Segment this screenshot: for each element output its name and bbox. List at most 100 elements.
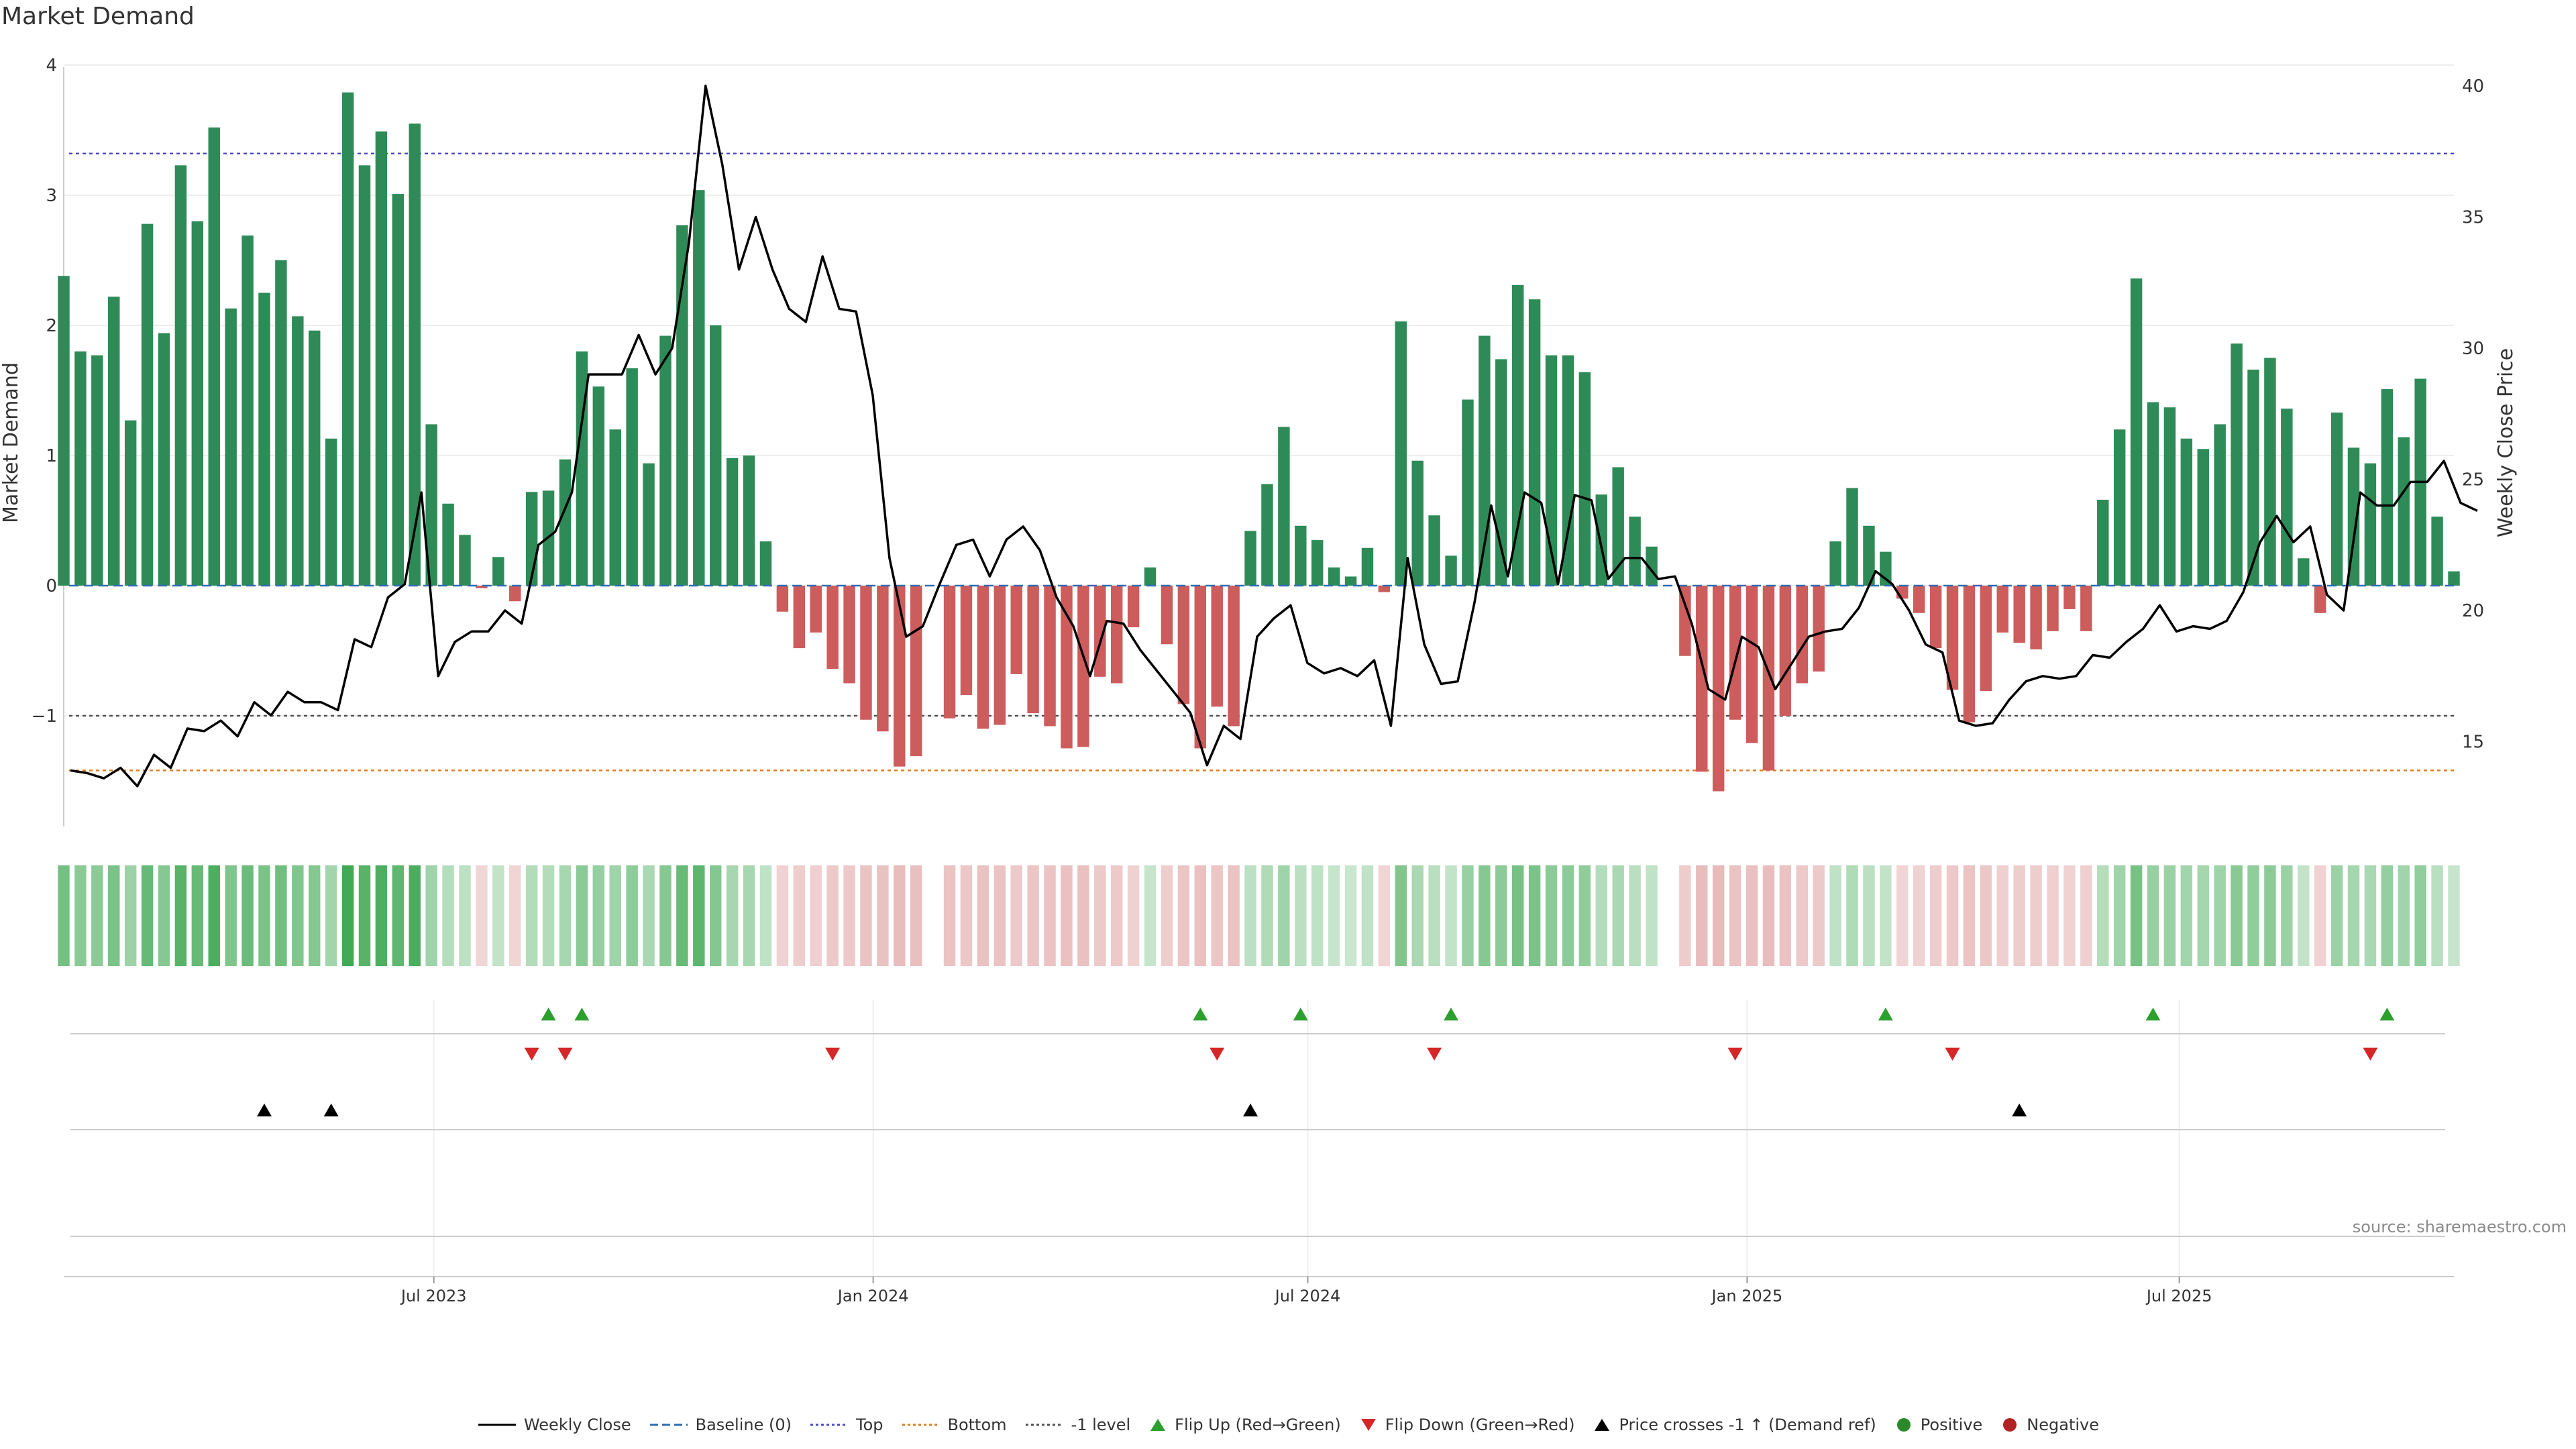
heat-cell	[1712, 865, 1725, 966]
demand-bar-positive	[208, 127, 220, 586]
legend-symbol	[902, 1424, 940, 1426]
legend-symbol	[810, 1424, 848, 1426]
heat-cell	[2381, 865, 2394, 966]
demand-bar-positive	[1612, 467, 1624, 586]
demand-bar-negative	[877, 586, 889, 732]
demand-bar-negative	[2030, 586, 2042, 650]
heat-cell	[292, 865, 304, 966]
demand-bar-negative	[2314, 586, 2326, 613]
heat-cell	[1295, 865, 1307, 966]
demand-bar-positive	[459, 535, 471, 586]
y2-axis-title: Weekly Close Price	[2494, 348, 2518, 537]
heat-cell	[894, 865, 906, 966]
demand-bar-negative	[910, 586, 922, 757]
heat-cell	[1044, 865, 1056, 966]
y2-tick-label: 30	[2462, 339, 2484, 359]
heat-cell	[793, 865, 806, 966]
demand-bar-positive	[1545, 355, 1558, 586]
demand-bar-positive	[225, 308, 237, 586]
heat-cell	[1679, 865, 1691, 966]
demand-bar-positive	[409, 123, 421, 586]
demand-bar-negative	[810, 586, 822, 633]
demand-bar-positive	[2381, 389, 2394, 586]
demand-bar-negative	[1696, 586, 1708, 772]
chart-title: Market Demand	[1, 3, 195, 30]
heat-cell	[1010, 865, 1022, 966]
heat-cell	[459, 865, 471, 966]
flip-up-marker	[2145, 1008, 2161, 1021]
heat-cell	[309, 865, 321, 966]
heat-cell	[2063, 865, 2076, 966]
demand-bar-negative	[826, 586, 839, 669]
demand-bar-positive	[2264, 358, 2276, 586]
legend-label: Bottom	[947, 1415, 1007, 1434]
heat-cell	[1462, 865, 1474, 966]
legend-label: Weekly Close	[523, 1415, 631, 1434]
demand-bar-positive	[659, 335, 672, 586]
demand-bar-positive	[1829, 541, 1841, 586]
heat-cell	[559, 865, 572, 966]
demand-bar-negative	[1679, 586, 1691, 656]
heat-cell	[1244, 865, 1256, 966]
demand-bar-positive	[241, 235, 254, 586]
demand-bar-negative	[1712, 586, 1725, 792]
flip-up-marker	[2379, 1008, 2395, 1021]
heat-cell	[1779, 865, 1792, 966]
heat-cell	[592, 865, 605, 966]
y-tick-label: 4	[46, 56, 57, 76]
heat-cell	[826, 865, 839, 966]
heat-cell	[1863, 865, 1875, 966]
heat-cell	[1762, 865, 1775, 966]
legend-item: -1 level	[1024, 1415, 1130, 1434]
heat-cell	[1528, 865, 1541, 966]
heat-cell	[1328, 865, 1340, 966]
demand-bar-negative	[1211, 586, 1223, 707]
demand-bar-positive	[1395, 321, 1407, 586]
demand-bar-positive	[141, 223, 154, 586]
heat-cell	[1578, 865, 1591, 966]
demand-bar-positive	[91, 355, 103, 586]
flip-down-marker	[1945, 1047, 1960, 1061]
demand-bar-positive	[58, 276, 70, 586]
heat-cell	[1495, 865, 1507, 966]
demand-bar-negative	[1010, 586, 1022, 674]
heat-cell	[1929, 865, 1942, 966]
heat-cell	[1110, 865, 1123, 966]
demand-bar-negative	[2080, 586, 2092, 631]
heat-cell	[1996, 865, 2008, 966]
heat-cell	[2013, 865, 2025, 966]
heat-cell	[2347, 865, 2360, 966]
heat-cell	[375, 865, 388, 966]
demand-bar-positive	[442, 503, 454, 586]
demand-bar-negative	[1813, 586, 1825, 672]
heat-cell	[409, 865, 421, 966]
heat-cell	[2113, 865, 2126, 966]
heat-cell	[1813, 865, 1825, 966]
heat-cell	[91, 865, 103, 966]
heat-cell	[2247, 865, 2259, 966]
heat-cell	[1729, 865, 1741, 966]
y-axis-title: Market Demand	[0, 362, 23, 523]
demand-bar-positive	[292, 316, 304, 586]
demand-bar-negative	[776, 586, 789, 612]
heat-cell	[1428, 865, 1440, 966]
demand-bar-negative	[860, 586, 872, 720]
heat-cell	[2314, 865, 2326, 966]
heat-cell	[910, 865, 922, 966]
heat-cell	[1980, 865, 1992, 966]
demand-bar-positive	[2163, 407, 2176, 586]
legend-label: Top	[856, 1415, 883, 1434]
heat-cell	[392, 865, 405, 966]
demand-bar-positive	[576, 351, 588, 586]
demand-bar-positive	[2214, 424, 2226, 586]
heat-cell	[726, 865, 739, 966]
heat-cell	[542, 865, 555, 966]
demand-bar-positive	[1244, 531, 1256, 586]
price-cross-marker	[256, 1104, 272, 1117]
demand-bar-negative	[1779, 586, 1792, 716]
demand-bar-positive	[325, 438, 337, 586]
heat-cell	[1378, 865, 1391, 966]
demand-bar-negative	[1061, 586, 1073, 749]
demand-bar-negative	[1194, 586, 1207, 749]
flip-down-marker	[524, 1047, 539, 1061]
